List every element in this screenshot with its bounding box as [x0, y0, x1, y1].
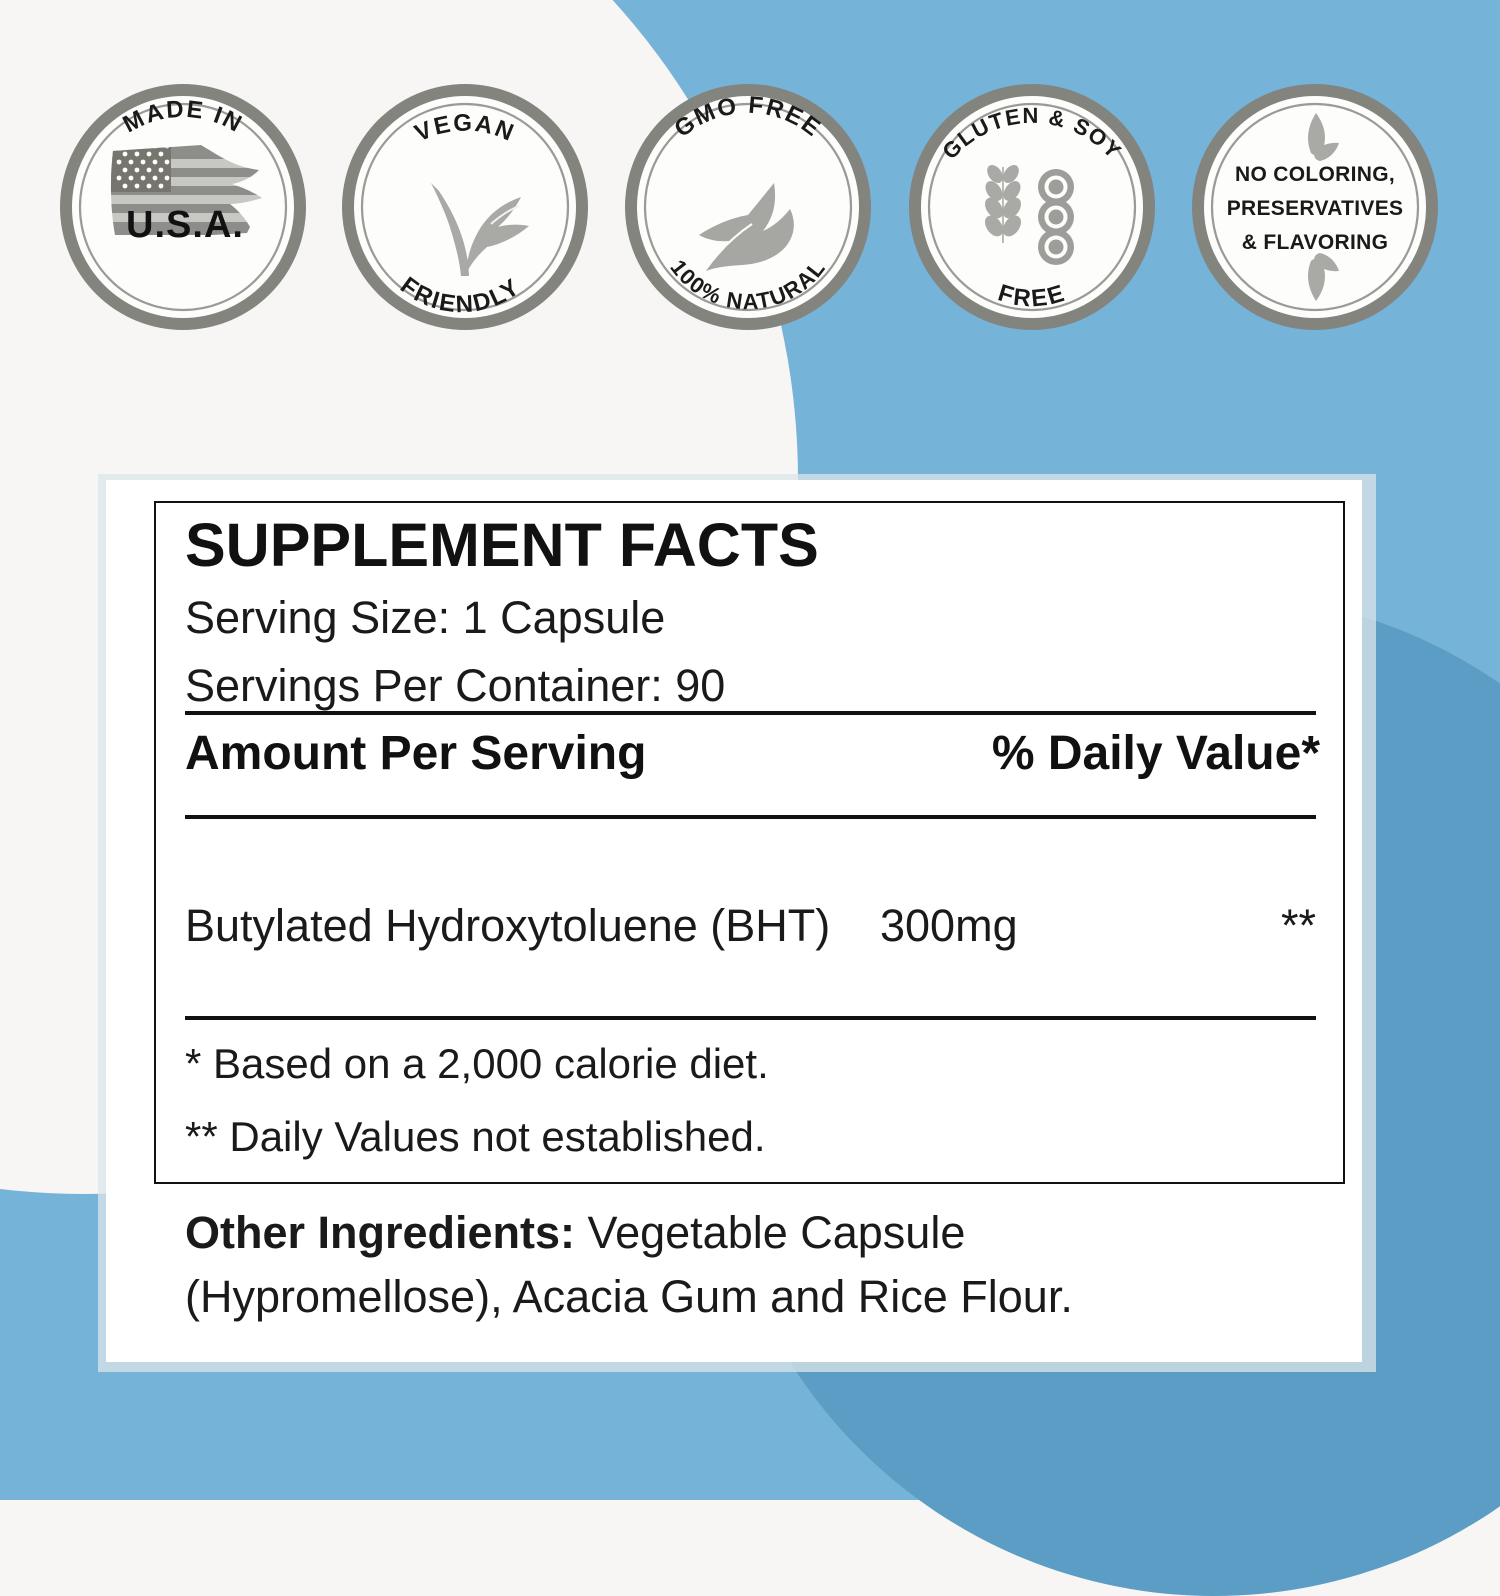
svg-text:NO COLORING,: NO COLORING,: [1235, 163, 1395, 186]
svg-text:& FLAVORING: & FLAVORING: [1242, 231, 1388, 254]
svg-text:U.S.A.: U.S.A.: [126, 204, 244, 246]
svg-text:PRESERVATIVES: PRESERVATIVES: [1227, 197, 1404, 220]
